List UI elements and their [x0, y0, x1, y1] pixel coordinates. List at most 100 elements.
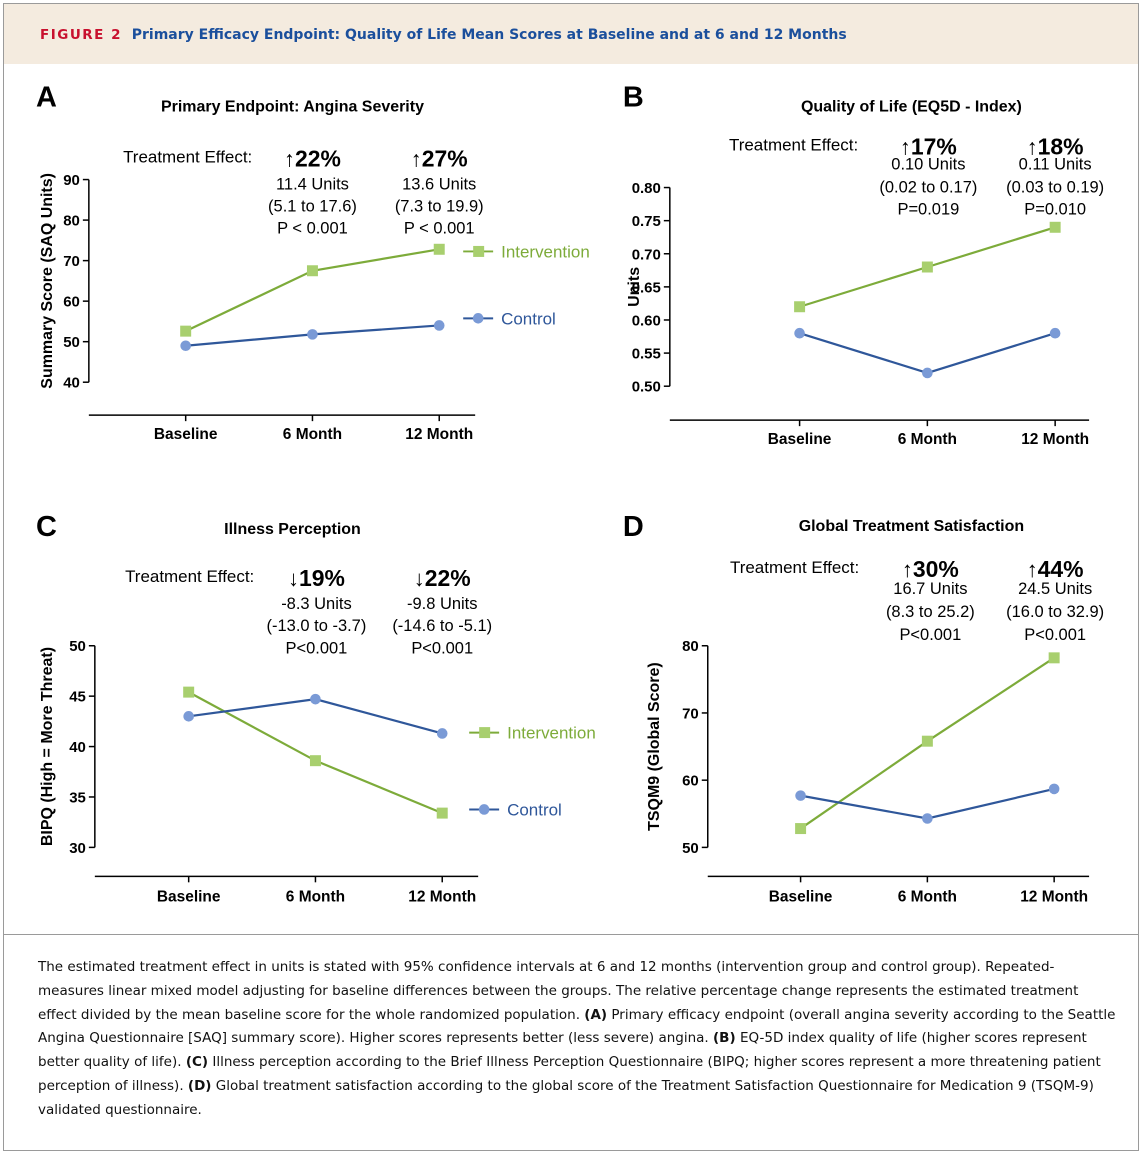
panel-a-legend-label: Intervention [501, 242, 590, 261]
panel-a-legend-label: Control [501, 309, 556, 328]
panel-c-x-tick-label: Baseline [157, 888, 221, 905]
panel-b-y-tick-label: 0.80 [632, 180, 661, 197]
panel-a-effect-percent: ↑22% [284, 146, 341, 172]
panel-a-effect-percent: ↑27% [411, 146, 468, 172]
panel-c-legend-label: Control [507, 800, 562, 819]
panel-d-title: Global Treatment Satisfaction [799, 518, 1024, 535]
panel-a-control-point [307, 329, 318, 340]
panel-d-x-tick-label: 6 Month [898, 888, 957, 905]
panel-a-effect-units: 11.4 Units [276, 176, 349, 194]
panel-a-effect-ci: (7.3 to 19.9) [395, 198, 484, 216]
panel-b-effect-percent: ↑17% [900, 134, 957, 160]
effect-percent-value: 22% [295, 146, 341, 172]
panel-b-y-tick-label: 0.65 [632, 279, 661, 296]
panel-c-letter: C [36, 511, 57, 543]
panel-c-effect-units: -9.8 Units [407, 595, 477, 613]
panel-c-effect-ci: (-14.6 to -5.1) [392, 617, 492, 635]
panel-d-control-point [922, 813, 933, 824]
panel-b-effect-units: 0.10 Units [891, 156, 965, 174]
panel-b-effect-percent: ↑18% [1027, 134, 1084, 160]
effect-arrow: ↑ [284, 147, 295, 172]
panel-d-x-tick-label: Baseline [769, 888, 833, 905]
panel-a-intervention-point [306, 265, 318, 277]
panel-c-control-point [436, 728, 448, 739]
panel-a-letter: A [36, 82, 57, 114]
panel-d-effect-units: 24.5 Units [1018, 580, 1092, 598]
panel-b-x-tick-label: 12 Month [1021, 431, 1089, 448]
panel-c-legend-label: Intervention [507, 724, 596, 743]
panel-b-y-tick-label: 0.50 [632, 379, 661, 396]
panel-c-effect-percent: ↓22% [414, 565, 471, 591]
panel-b-control-point [794, 327, 805, 339]
effect-percent-value: 27% [422, 146, 468, 172]
panel-c-intervention-point [309, 755, 321, 767]
effect-percent-value: 44% [1038, 556, 1084, 582]
panel-b-y-tick-label: 0.55 [632, 346, 661, 363]
caption-d-label: (D) [187, 1077, 212, 1094]
panel-a-y-tick-label: 40 [63, 375, 80, 392]
panel-d-effect-p: P<0.001 [899, 626, 961, 644]
panel-d-effect-ci: (8.3 to 25.2) [886, 603, 975, 621]
panel-c-y-tick-label: 30 [69, 840, 86, 857]
panel-d-y-tick-label: 70 [682, 705, 699, 722]
caption-b-label: (B) [713, 1030, 736, 1047]
panel-c-effect-percent: ↓19% [288, 565, 345, 591]
effect-percent-value: 30% [913, 556, 959, 582]
panel-c-x-tick-label: 6 Month [286, 888, 345, 905]
panel-a-y-axis-label: Summary Score (SAQ Units) [39, 173, 56, 389]
caption-divider [4, 934, 1138, 935]
effect-arrow: ↑ [1027, 135, 1038, 160]
panel-a-legend-marker [472, 313, 484, 324]
effect-arrow: ↑ [1027, 557, 1038, 582]
caption-d-text: Global treatment satisfaction according … [38, 1077, 1094, 1118]
panel-a-control-point [433, 320, 445, 331]
effect-arrow: ↓ [414, 566, 425, 591]
panel-a-y-tick-label: 90 [63, 172, 80, 189]
panel-c-effect-ci: (-13.0 to -3.7) [267, 617, 367, 635]
panel-a-y-tick-label: 80 [63, 213, 80, 230]
panel-a-effect-p: P < 0.001 [404, 219, 475, 237]
caption-b-text: EQ-5D index quality of life (higher scor… [38, 1030, 1087, 1071]
caption-a-text: Primary efficacy endpoint (overall angin… [38, 1006, 1116, 1047]
panel-b-intervention-point [1049, 221, 1061, 233]
panel-d-effect-percent: ↑30% [902, 556, 959, 582]
panel-d-y-tick-label: 60 [682, 773, 699, 790]
panel-d-intervention-point [921, 735, 933, 747]
panel-d-y-tick-label: 80 [682, 638, 699, 655]
effect-percent-value: 18% [1038, 134, 1084, 160]
panel-b-y-tick-label: 0.75 [632, 213, 661, 230]
panel-d-effect-p: P<0.001 [1024, 626, 1086, 644]
panel-b-treatment-effect-label: Treatment Effect: [729, 136, 858, 155]
panel-a-treatment-effect-label: Treatment Effect: [123, 148, 252, 167]
panel-b-y-tick-label: 0.60 [632, 312, 661, 329]
panel-b-effect-ci: (0.03 to 0.19) [1006, 179, 1104, 197]
panel-a-legend-marker [473, 245, 485, 257]
effect-percent-value: 22% [425, 565, 471, 591]
panel-a-intervention-point [180, 325, 192, 337]
panel-b-letter: B [623, 82, 644, 114]
panel-d-effect-ci: (16.0 to 32.9) [1006, 603, 1104, 621]
panel-a-title: Primary Endpoint: Angina Severity [161, 99, 424, 116]
panel-c-intervention-point [436, 807, 448, 819]
panel-a-series-intervention-line [185, 248, 440, 333]
panel-b-intervention-point [794, 301, 806, 313]
panel-c-effect-p: P<0.001 [411, 640, 473, 658]
panel-a-control-point [180, 340, 191, 352]
panel-c-y-tick-label: 50 [69, 638, 86, 655]
panel-a-effect-ci: (5.1 to 17.6) [268, 198, 357, 216]
panel-a-effect-units: 13.6 Units [402, 176, 476, 194]
panel-c-effect-p: P<0.001 [286, 640, 348, 658]
panel-d-effect-percent: ↑44% [1027, 556, 1084, 582]
caption-a-label: (A) [584, 1006, 608, 1023]
effect-arrow: ↑ [411, 147, 422, 172]
panel-a-y-tick-label: 50 [63, 334, 80, 351]
panel-c-x-tick-label: 12 Month [408, 888, 476, 905]
panel-b-control-point [1049, 327, 1061, 339]
panel-b-y-tick-label: 0.70 [632, 246, 661, 263]
panel-c-y-tick-label: 40 [69, 739, 86, 756]
panel-a-x-tick-label: 12 Month [405, 426, 473, 443]
panel-c-title: Illness Perception [224, 521, 361, 538]
panel-d-letter: D [623, 511, 644, 543]
caption-intro: The estimated treatment effect in units … [38, 959, 1079, 1023]
figure-header: FIGURE 2 Primary Efficacy Endpoint: Qual… [4, 4, 1138, 64]
